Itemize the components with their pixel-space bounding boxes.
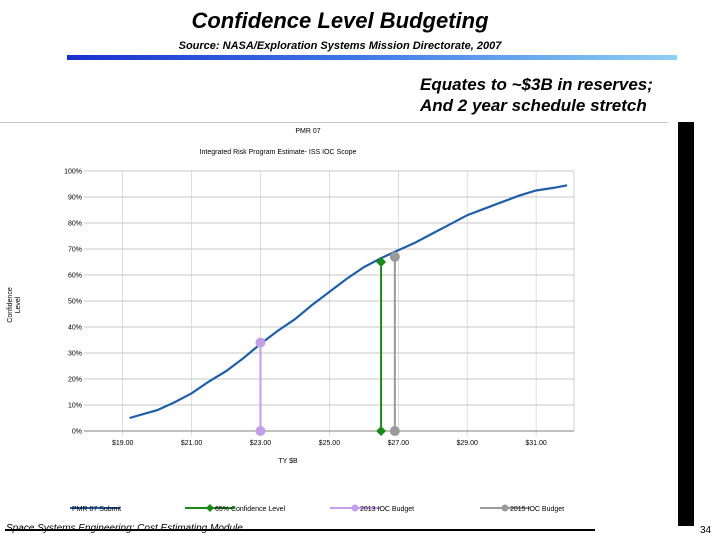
footer-rule [5,529,595,531]
confidence-chart: PMR 07 Integrated Risk Program Estimate- … [7,128,575,513]
data-point-circle [389,251,400,262]
chart-frame: PMR 07 Integrated Risk Program Estimate- … [0,122,668,525]
x-axis-title: TY $B [278,458,298,465]
y-tick-label: 0% [72,429,82,436]
legend-marker-diamond [206,504,214,512]
data-point-circle [255,337,266,348]
title-underline-bar [67,55,677,60]
chart-subtitle: Integrated Risk Program Estimate- ISS IO… [200,149,357,156]
footer-text: Space Systems Engineering: Cost Estimati… [6,523,243,534]
callout-line-1: Equates to ~$3B in reserves; [420,75,653,94]
series-line-pmr-07-submit [129,184,568,420]
legend-label: 65% Confidence Level [215,506,285,513]
x-tick-label: $19.00 [112,440,134,447]
y-tick-label: 100% [64,169,82,176]
y-tick-label: 10% [68,403,82,410]
y-tick-label: 30% [68,351,82,358]
data-point-diamond [376,426,387,436]
x-tick-label: $27.00 [388,440,410,447]
legend-marker-circle [351,504,359,512]
legend-label: PMR 07 Submit [72,506,121,513]
y-tick-label: 20% [68,377,82,384]
legend-label: 2015 IOC Budget [510,506,564,513]
y-axis-title-line-2: Level [15,296,22,313]
y-tick-label: 40% [68,325,82,332]
side-bar [678,122,694,526]
legend-label: 2013 IOC Budget [360,506,414,513]
y-tick-label: 70% [68,247,82,254]
x-tick-label: $31.00 [525,440,547,447]
x-tick-label: $23.00 [250,440,272,447]
x-tick-label: $25.00 [319,440,341,447]
data-point-circle [389,426,400,436]
source-line: Source: NASA/Exploration Systems Mission… [178,40,502,52]
slide-title: Confidence Level Budgeting [191,8,489,33]
data-point-diamond [376,257,387,267]
y-tick-label: 80% [68,221,82,228]
legend-marker-circle [501,504,509,512]
y-axis-title-line-1: Confidence [7,287,14,323]
callout-text: Equates to ~$3B in reserves; And 2 year … [420,74,700,116]
y-tick-label: 60% [68,273,82,280]
y-tick-label: 50% [68,299,82,306]
x-tick-label: $21.00 [181,440,203,447]
page-number: 34 [700,525,712,536]
y-tick-label: 90% [68,195,82,202]
x-tick-label: $29.00 [456,440,478,447]
callout-line-2: And 2 year schedule stretch [420,96,647,115]
data-point-circle [255,426,266,436]
chart-title: PMR 07 [295,128,320,135]
